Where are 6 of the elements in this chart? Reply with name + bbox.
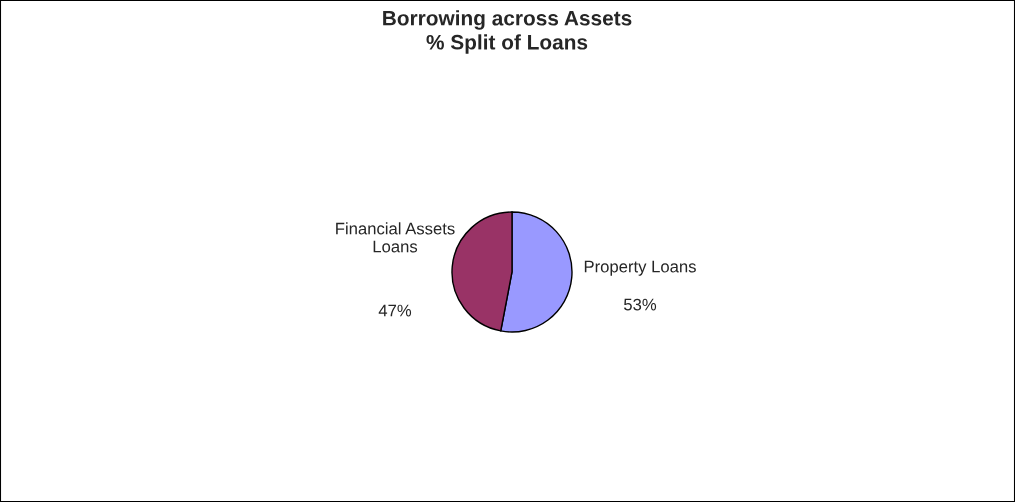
data-label: 47% (378, 304, 412, 317)
chart-subtitle: % Split of Loans (426, 34, 588, 54)
chart-title: Borrowing across Assets (383, 10, 632, 30)
slice-label: Property Loans (584, 260, 696, 276)
data-label: 53% (623, 298, 657, 311)
slice-label: Financial Assets Loans (336, 222, 455, 253)
